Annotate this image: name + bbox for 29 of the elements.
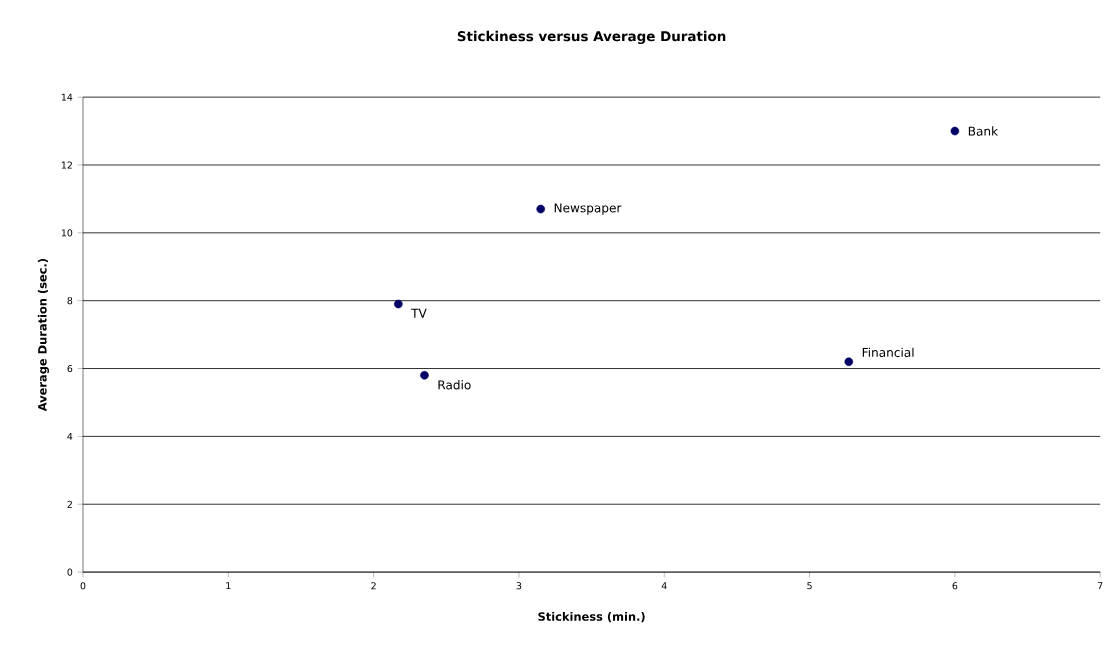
y-tick-label: 4 [67,432,73,440]
point [536,204,546,214]
x-tick-label: 1 [226,582,231,590]
annotation: TV [411,308,427,318]
x-tick-label: 5 [807,582,812,590]
x-tick-label: 6 [952,582,958,590]
y-tick-label: 14 [61,93,73,101]
y-tick-label: 2 [67,500,72,508]
point [394,299,403,309]
x-tick-label: 0 [80,582,86,590]
annotation: Bank [968,126,999,136]
annotation: Newspaper [554,203,622,215]
point [420,371,429,380]
annotation: Radio [438,380,471,390]
point [844,357,854,367]
chart-title: Stickiness versus Average Duration [457,30,726,45]
x-axis-title: Stickiness (min.) [538,612,645,623]
y-tick-label: 10 [61,229,73,237]
annotation: Financial [862,347,914,358]
x-tick-label: 7 [1097,582,1103,590]
point [950,126,960,136]
y-tick-label: 0 [67,568,73,576]
y-tick-label: 8 [67,297,73,305]
x-tick-label: 3 [516,582,522,590]
x-tick-label: 2 [371,582,376,590]
y-tick-label: 12 [61,161,72,169]
y-axis-title: Average Duration (sec.) [37,258,49,412]
x-tick-label: 4 [661,582,667,590]
y-tick-label: 6 [67,365,73,373]
